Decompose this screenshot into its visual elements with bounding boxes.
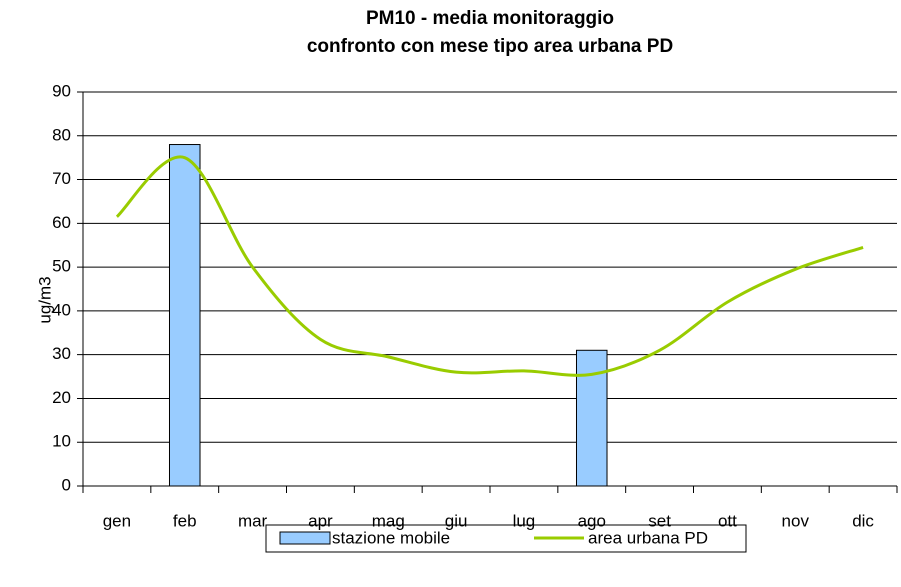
x-tick-label: apr	[308, 511, 333, 530]
y-tick-label: 60	[52, 213, 71, 232]
y-tick-label: 20	[52, 388, 71, 407]
bar	[168, 144, 201, 487]
x-tick-label: gen	[103, 511, 131, 530]
x-tick-label: mag	[372, 511, 405, 530]
x-tick-label: lug	[513, 511, 536, 530]
y-tick-label: 50	[52, 257, 71, 276]
y-tick-label: 90	[52, 81, 71, 100]
x-tick-label: mar	[238, 511, 268, 530]
bar	[575, 349, 608, 487]
y-tick-label: 10	[52, 432, 71, 451]
x-tick-label: set	[648, 511, 671, 530]
y-tick-label: 0	[62, 475, 71, 494]
chart-title: confronto con mese tipo area urbana PD	[307, 36, 673, 57]
x-tick-label: nov	[782, 511, 810, 530]
y-tick-label: 30	[52, 344, 71, 363]
legend-swatch	[279, 531, 331, 545]
x-tick-label: ott	[718, 511, 737, 530]
y-tick-label: 40	[52, 300, 71, 319]
x-tick-label: dic	[852, 511, 874, 530]
x-tick-label: giu	[445, 511, 468, 530]
legend-box	[265, 524, 747, 553]
x-tick-label: ago	[578, 511, 606, 530]
legend-label: area urbana PD	[588, 528, 708, 547]
line	[115, 155, 864, 377]
y-axis-label: ug/m3	[35, 276, 54, 323]
x-tick-label: feb	[173, 511, 197, 530]
y-tick-label: 70	[52, 169, 71, 188]
chart-title: PM10 - media monitoraggio	[366, 8, 614, 29]
legend-label: stazione mobile	[332, 528, 450, 547]
y-tick-label: 80	[52, 125, 71, 144]
